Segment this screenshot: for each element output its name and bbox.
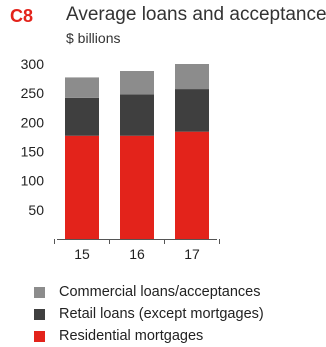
y-tick-label: 50 <box>28 202 44 218</box>
x-tick-label: 17 <box>184 246 200 262</box>
bar-segment <box>65 135 99 239</box>
y-tick-label: 200 <box>21 114 45 130</box>
legend-swatch <box>34 308 45 320</box>
legend-item: Commercial loans/acceptances <box>34 281 264 303</box>
x-tick-label: 16 <box>129 246 145 262</box>
bar-segment <box>65 77 99 98</box>
bar-segment <box>120 135 154 239</box>
legend: Commercial loans/acceptances Retail loans… <box>34 281 264 347</box>
bar-segment <box>175 89 209 132</box>
legend-item: Residential mortgages <box>34 325 264 347</box>
legend-swatch <box>34 330 45 342</box>
y-axis-ticks: 50 100 150 200 250 300 <box>21 56 45 218</box>
legend-swatch <box>34 286 45 298</box>
bar-segment <box>175 131 209 239</box>
legend-label: Commercial loans/acceptances <box>59 284 261 300</box>
bar-segment <box>65 97 99 136</box>
bar-segment <box>120 71 154 95</box>
bars <box>65 64 209 239</box>
x-axis-ticks: 15 16 17 <box>54 239 220 262</box>
y-tick-label: 150 <box>21 144 45 160</box>
legend-item: Retail loans (except mortgages) <box>34 303 264 325</box>
legend-label: Residential mortgages <box>59 328 204 344</box>
y-tick-label: 250 <box>21 85 45 101</box>
chart-subtitle: $ billions <box>66 30 121 46</box>
x-tick-label: 15 <box>74 246 90 262</box>
bar-segment <box>120 94 154 136</box>
y-tick-label: 100 <box>21 173 45 189</box>
chart-title: Average loans and acceptances <box>66 4 326 25</box>
bar-segment <box>175 64 209 90</box>
y-tick-label: 300 <box>21 56 45 72</box>
legend-label: Retail loans (except mortgages) <box>59 306 264 322</box>
figure-id: C8 <box>10 6 34 26</box>
